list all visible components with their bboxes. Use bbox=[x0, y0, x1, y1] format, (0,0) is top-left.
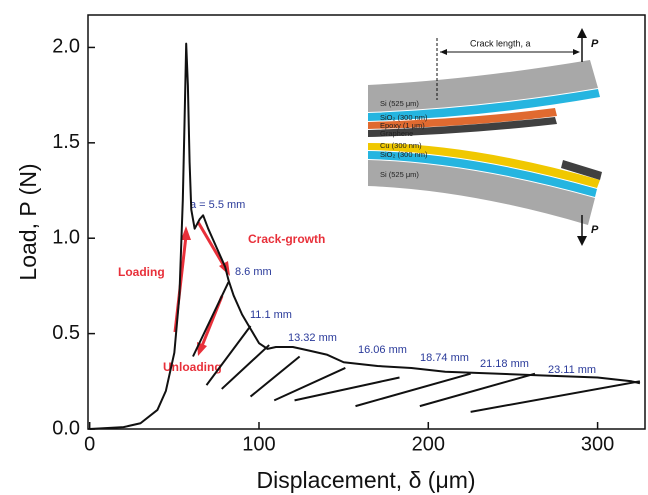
crack-label: a = 5.5 mm bbox=[190, 199, 245, 211]
curve bbox=[470, 380, 641, 413]
curve bbox=[221, 344, 270, 390]
layer bbox=[368, 108, 557, 129]
load-label: P bbox=[591, 224, 599, 236]
inset: Crack length, a P P Si (525 μm) SiO₂ (30… bbox=[368, 28, 602, 246]
crack-length-label: Crack length, a bbox=[470, 38, 531, 48]
arrowhead bbox=[197, 342, 207, 356]
x-tick-label: 200 bbox=[412, 433, 445, 455]
load-label: P bbox=[591, 38, 599, 50]
plot-frame bbox=[87, 14, 646, 430]
x-tick-label: 100 bbox=[242, 433, 275, 455]
arrow-label: Crack-growth bbox=[248, 232, 325, 246]
x-axis-label: Displacement, δ (μm) bbox=[256, 467, 475, 493]
crack-label: 21.18 mm bbox=[480, 358, 529, 370]
curve bbox=[89, 42, 641, 430]
arrowhead bbox=[577, 28, 587, 38]
x-tick-label: 300 bbox=[581, 433, 614, 455]
layer-label: Graphene bbox=[380, 129, 413, 138]
arrow-label: Unloading bbox=[163, 360, 222, 374]
curve bbox=[419, 372, 536, 408]
crack-label: 23.11 mm bbox=[548, 364, 596, 376]
curve bbox=[192, 281, 230, 357]
layer bbox=[368, 143, 600, 188]
layer-label: Epoxy (1 μm) bbox=[380, 121, 425, 130]
arrowhead bbox=[577, 236, 587, 246]
curve bbox=[294, 376, 400, 402]
crack-label: 8.6 mm bbox=[235, 266, 272, 278]
arrowhead bbox=[573, 49, 580, 55]
crack-label: 11.1 mm bbox=[250, 309, 292, 321]
layer-label: Si (525 μm) bbox=[380, 170, 419, 179]
y-tick-label: 1.5 bbox=[52, 131, 80, 153]
layer bbox=[368, 60, 598, 112]
layer-label: SiO₂ (300 nm) bbox=[380, 113, 428, 122]
layer-label: Si (525 μm) bbox=[380, 99, 419, 108]
layer bbox=[368, 117, 557, 137]
layer-label: SiO₂ (300 nm) bbox=[380, 150, 428, 159]
y-axis-label: Load, P (N) bbox=[15, 163, 41, 280]
curve bbox=[205, 325, 252, 386]
y-tick-label: 0.0 bbox=[52, 417, 80, 439]
curve bbox=[249, 355, 301, 398]
y-tick-label: 2.0 bbox=[52, 36, 80, 58]
curve bbox=[273, 367, 346, 402]
arrow-label: Loading bbox=[118, 265, 165, 279]
arrowhead bbox=[181, 226, 191, 240]
layer bbox=[561, 160, 602, 180]
x-tick-label: 0 bbox=[84, 433, 95, 455]
layer bbox=[368, 89, 600, 121]
curve bbox=[355, 372, 471, 408]
crack-label: 13.32 mm bbox=[288, 332, 337, 344]
layer bbox=[368, 151, 597, 197]
layer-label: Cu (300 nm) bbox=[380, 141, 422, 150]
arrow bbox=[196, 221, 226, 267]
crack-label: 16.06 mm bbox=[358, 344, 407, 356]
arrowhead bbox=[440, 49, 447, 55]
y-tick-label: 0.5 bbox=[52, 322, 80, 344]
layer bbox=[368, 160, 595, 225]
crack-label: 18.74 mm bbox=[420, 352, 469, 364]
y-tick-label: 1.0 bbox=[52, 226, 80, 248]
